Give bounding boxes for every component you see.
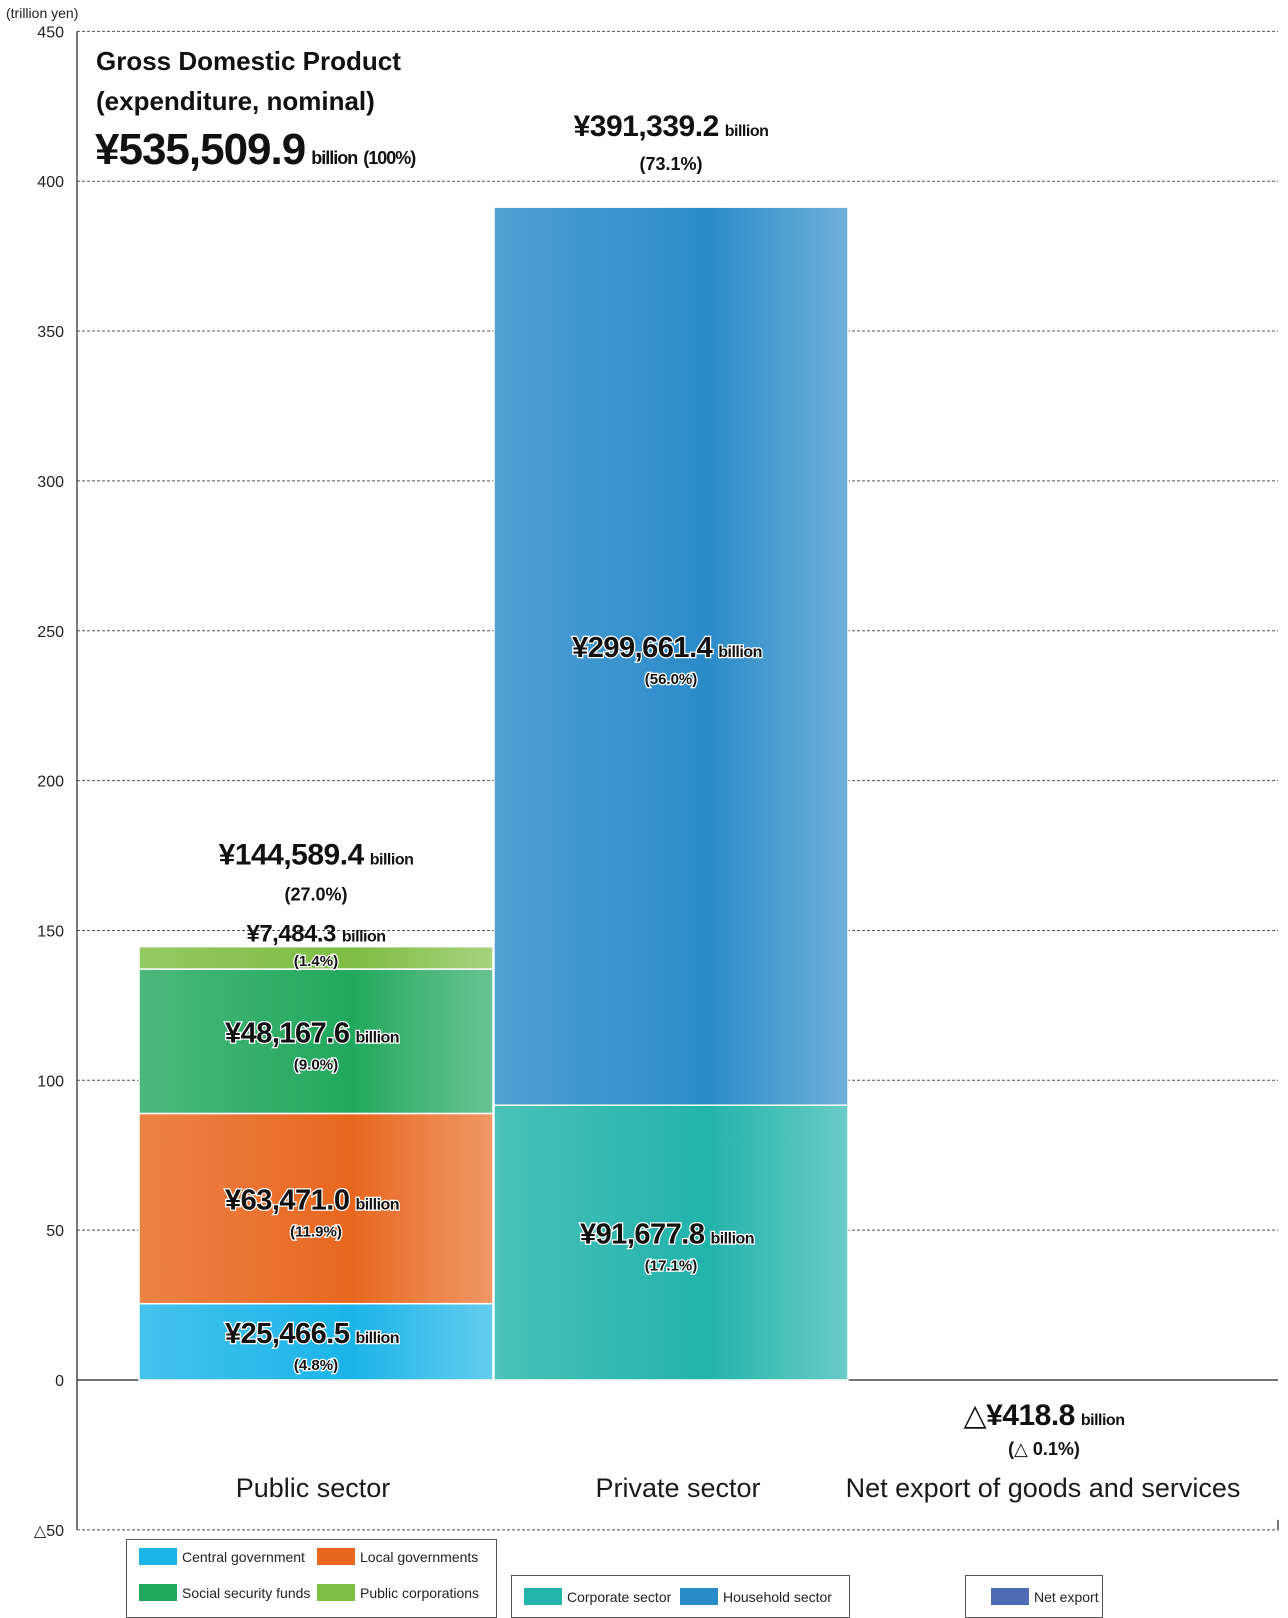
legend-swatch xyxy=(139,1548,177,1565)
legend-label: Central government xyxy=(182,1548,305,1565)
y-tick-label: 0 xyxy=(55,1373,64,1390)
total-amount: ¥391,339.2 billion xyxy=(574,110,769,143)
legend-swatch xyxy=(991,1588,1029,1605)
legend-label: Corporate sector xyxy=(567,1588,672,1605)
segment-share: (4.8%) xyxy=(294,1357,338,1374)
segment-amount: ¥63,471.0 billion xyxy=(225,1185,399,1217)
y-tick-label: 200 xyxy=(37,774,64,791)
category-label: Net export of goods and services xyxy=(846,1473,1241,1503)
segment-amount: ¥25,466.5 billion xyxy=(225,1318,399,1350)
segment-amount: ¥91,677.8 billion xyxy=(580,1219,754,1251)
legend-label: Net export xyxy=(1034,1588,1099,1605)
segment-share: (56.0%) xyxy=(645,671,698,688)
category-label: Private sector xyxy=(595,1473,760,1503)
legend-swatch xyxy=(680,1588,718,1605)
bar-public-corporations xyxy=(138,945,494,970)
bars xyxy=(138,206,849,1381)
gdp-title: Gross Domestic Product xyxy=(96,46,401,76)
total-amount: △¥418.8 billion xyxy=(964,1399,1125,1432)
total-share: (△ 0.1%) xyxy=(1008,1439,1080,1459)
legend-swatch xyxy=(524,1588,562,1605)
category-label: Public sector xyxy=(236,1473,391,1503)
y-tick-label: 150 xyxy=(37,923,64,940)
bar-household-sector xyxy=(493,206,849,1106)
legend-label: Public corporations xyxy=(360,1584,480,1601)
segment-amount: ¥48,167.6 billion xyxy=(225,1017,399,1049)
segment-share: (9.0%) xyxy=(294,1056,338,1073)
unit-label: (trillion yen) xyxy=(6,5,78,21)
bar-corporate-sector xyxy=(493,1104,849,1381)
y-tick-label: 300 xyxy=(37,474,64,491)
gdp-subtitle: (expenditure, nominal) xyxy=(96,86,375,116)
legend-private: Corporate sector Household sector xyxy=(511,1575,850,1618)
segment-amount: ¥7,484.3 billion xyxy=(246,921,385,948)
legend-item: Public corporations xyxy=(317,1584,479,1601)
segment-share: (11.9%) xyxy=(290,1224,342,1241)
y-axis: △50 0 50 100 150 200 250 300 350 400 450 (trillion … xyxy=(6,5,1279,1540)
legend-net-export: Net export xyxy=(965,1575,1103,1618)
labels: Public sector Private sector Net export of… xyxy=(95,46,1240,1503)
legend-item: Household sector xyxy=(680,1588,832,1605)
bar-social-security-funds xyxy=(138,968,494,1115)
gdp-amount: ¥535,509.9 billion (100%) xyxy=(95,125,416,174)
legend-swatch xyxy=(139,1584,177,1601)
legend-item: Central government xyxy=(139,1548,305,1565)
legend-item: Local governments xyxy=(317,1548,478,1565)
legend-label: Local governments xyxy=(360,1548,479,1565)
legend-swatch xyxy=(317,1584,355,1601)
y-tick-label: 100 xyxy=(37,1073,64,1090)
y-tick-label: 400 xyxy=(37,174,64,191)
total-share: (73.1%) xyxy=(639,154,702,174)
bar-local-governments xyxy=(138,1112,494,1305)
segment-share: (17.1%) xyxy=(645,1258,698,1275)
legend-item: Net export xyxy=(991,1588,1099,1605)
total-amount: ¥144,589.4 billion xyxy=(219,839,414,872)
y-tick-label: 450 xyxy=(37,24,64,41)
legend-swatch xyxy=(317,1548,355,1565)
total-share: (27.0%) xyxy=(284,885,347,905)
legend-item: Social security funds xyxy=(139,1584,310,1601)
bar-central-government xyxy=(138,1302,494,1381)
legend-item: Corporate sector xyxy=(524,1588,671,1605)
y-tick-label: 250 xyxy=(37,624,64,641)
segment-amount: ¥299,661.4 billion xyxy=(572,632,762,664)
legend-public: Central government Local governments Socia… xyxy=(126,1539,497,1618)
y-tick-label: △50 xyxy=(34,1523,64,1540)
legend-label: Social security funds xyxy=(182,1584,311,1601)
segment-share: (1.4%) xyxy=(294,953,338,970)
legend-label: Household sector xyxy=(723,1588,832,1605)
y-tick-label: 350 xyxy=(37,324,64,341)
y-tick-label: 50 xyxy=(46,1223,64,1240)
